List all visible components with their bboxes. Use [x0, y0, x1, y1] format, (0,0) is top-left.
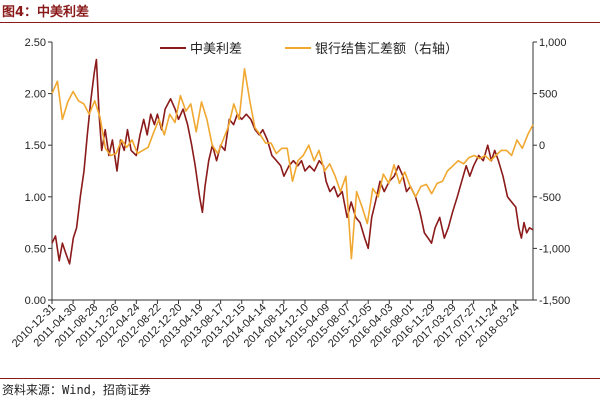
- right-tick-label: 0: [539, 140, 545, 152]
- left-tick-label: 1.50: [25, 140, 46, 152]
- chart: 0.00 0.50 1.00 1.50 2.00 2.50 -1,500 -1,000 -500…: [10, 37, 570, 350]
- left-tick-label: 0.00: [25, 295, 46, 307]
- left-tick-label: 2.50: [25, 37, 46, 49]
- series-line-spread: [51, 58, 534, 265]
- legend-item-spread-label: 中美利差: [190, 42, 242, 57]
- series-line-fx-balance: [51, 68, 534, 260]
- right-tick-label: -500: [539, 192, 561, 204]
- figure-title: 图4：中美利差: [2, 5, 90, 20]
- legend-item-fx-balance-label: 银行结售汇差额（右轴）: [315, 41, 458, 57]
- source-rule: [0, 378, 600, 379]
- left-tick-label: 0.50: [25, 243, 46, 255]
- right-tick-label: 1,000: [539, 37, 567, 49]
- right-tick-label: 500: [539, 89, 557, 101]
- title-rule: [0, 22, 600, 23]
- right-tick-label: -1,500: [539, 295, 570, 307]
- left-tick-label: 1.00: [25, 192, 46, 204]
- source-note: 资料来源：Wind，招商证券: [2, 383, 151, 397]
- left-tick-label: 2.00: [25, 89, 46, 101]
- right-tick-label: -1,000: [539, 243, 570, 255]
